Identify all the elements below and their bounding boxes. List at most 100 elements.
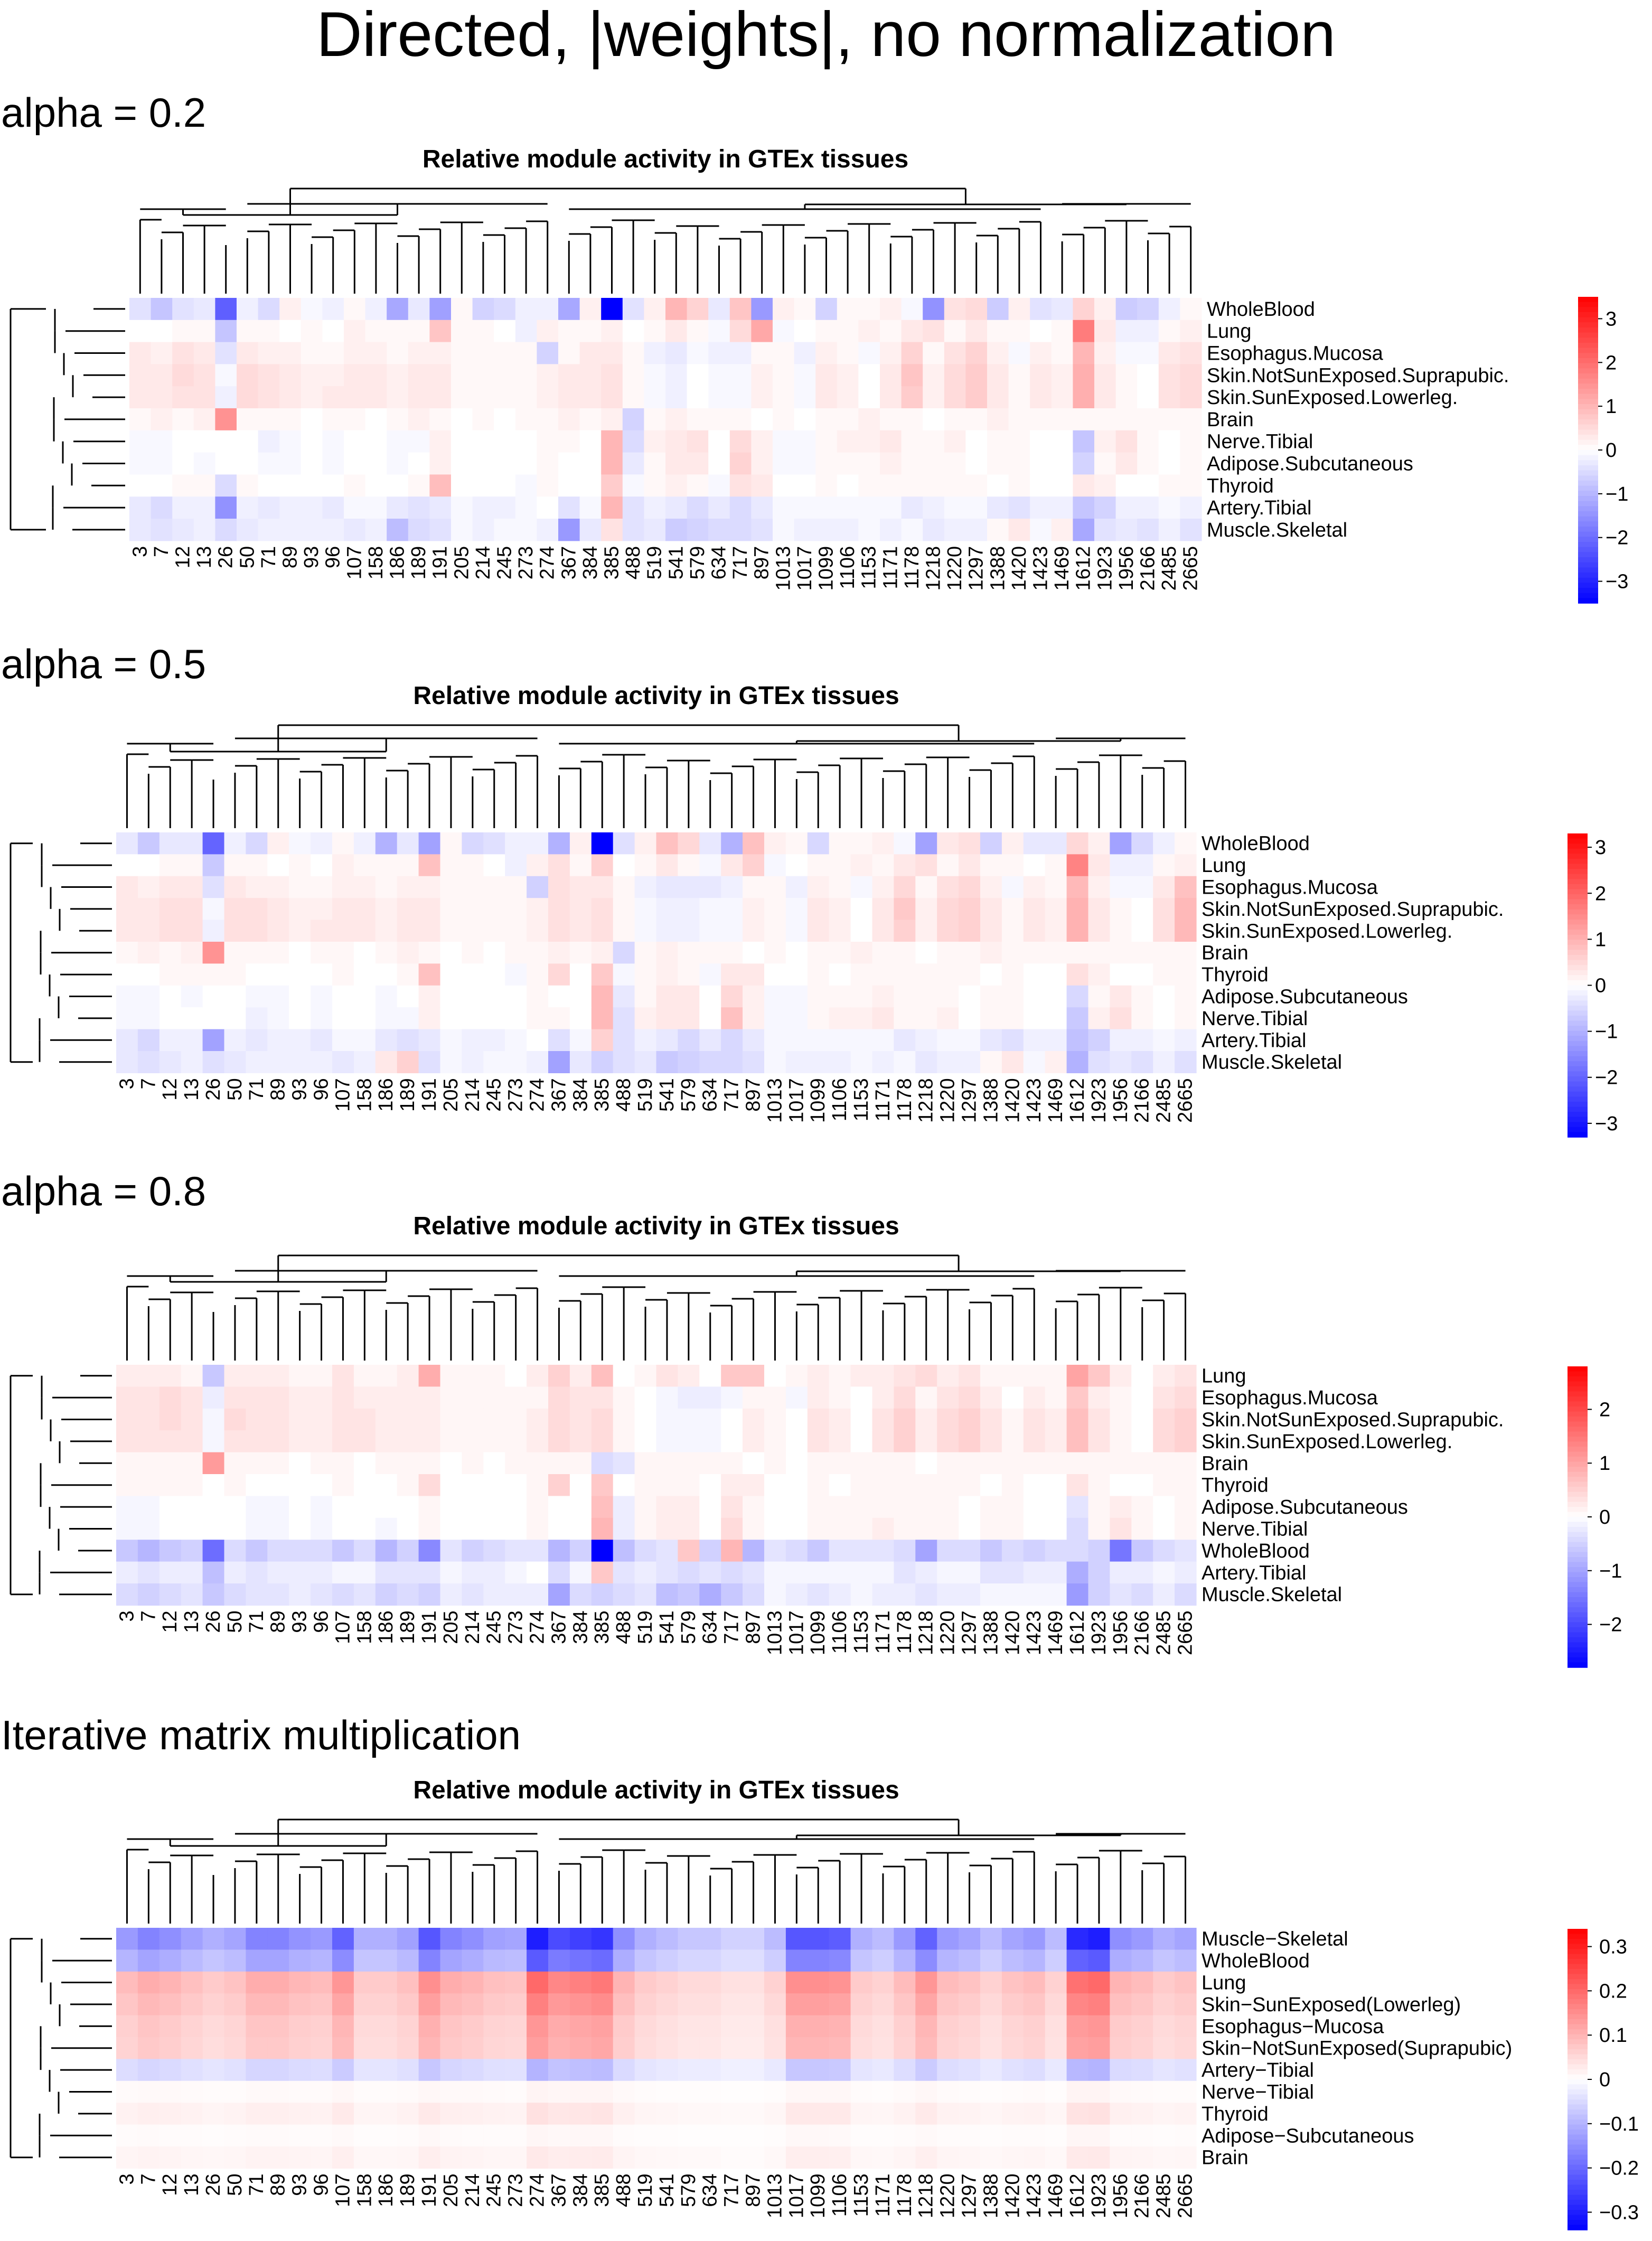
heatmap-cell — [1180, 320, 1202, 342]
heatmap-cell — [354, 1993, 376, 2015]
heatmap-cell — [1030, 408, 1052, 430]
heatmap-cell — [440, 898, 463, 920]
heatmap-cell — [1153, 876, 1175, 898]
heatmap-cell — [944, 453, 966, 475]
heatmap-cell — [635, 1029, 657, 1052]
colorbar-step — [1567, 1979, 1588, 1984]
column-label: 1220 — [937, 1078, 959, 1123]
heatmap-cell — [419, 1430, 441, 1452]
heatmap-cell — [527, 1993, 549, 2015]
heatmap-cell — [473, 408, 494, 430]
heatmap-cell — [687, 408, 709, 430]
colorbar-step — [1567, 1587, 1588, 1592]
heatmap-cell — [764, 963, 786, 986]
heatmap-cell — [224, 1518, 247, 1540]
heatmap-cell — [332, 2081, 354, 2103]
colorbar-step — [1567, 975, 1588, 980]
colorbar-step — [1567, 2059, 1588, 2065]
column-label: 189 — [397, 2173, 419, 2207]
heatmap-cell — [959, 876, 981, 898]
colorbar-step — [1567, 1567, 1588, 1572]
heatmap-cell — [505, 1386, 527, 1409]
heatmap-cell — [678, 898, 700, 920]
heatmap-cell — [699, 2015, 721, 2038]
heatmap-cell — [1002, 1583, 1024, 1606]
heatmap-cell — [635, 1972, 657, 1994]
heatmap-cell — [743, 1993, 765, 2015]
heatmap-cell — [527, 1562, 549, 1584]
heatmap-cell — [332, 1562, 354, 1584]
heatmap-cell — [894, 1993, 916, 2015]
heatmap-cell — [959, 963, 981, 986]
heatmap-cell — [246, 942, 268, 964]
heatmap-cell — [721, 1474, 743, 1496]
heatmap-cell — [1067, 1365, 1089, 1387]
heatmap-cell — [815, 320, 837, 342]
heatmap-cell — [322, 408, 344, 430]
row-label: Lung — [1202, 1972, 1246, 1994]
heatmap-cell — [301, 496, 323, 519]
heatmap-cell — [116, 1430, 138, 1452]
heatmap-cell — [851, 1452, 873, 1475]
heatmap-cell — [1009, 320, 1030, 342]
heatmap-cell — [473, 519, 494, 541]
heatmap-cell — [181, 1365, 203, 1387]
column-label: 186 — [375, 2173, 397, 2207]
heatmap-cell — [570, 2146, 592, 2169]
heatmap-cell — [721, 2146, 743, 2169]
heatmap-cell — [440, 876, 463, 898]
heatmap-cell — [678, 1928, 700, 1950]
heatmap-cell — [1045, 963, 1067, 986]
heatmap-cell — [730, 496, 752, 519]
heatmap-cell — [965, 408, 987, 430]
heatmap-cell — [959, 1474, 981, 1496]
heatmap-cell — [311, 1496, 333, 1518]
heatmap-cell — [1067, 1496, 1089, 1518]
row-label: Adipose.Subcutaneous — [1202, 1496, 1408, 1518]
heatmap-cell — [440, 1452, 463, 1475]
heatmap-cell — [851, 986, 873, 1008]
heatmap-cell — [923, 408, 944, 430]
heatmap-cell — [505, 1583, 527, 1606]
heatmap-cell — [246, 876, 268, 898]
heatmap-cell — [151, 453, 173, 475]
colorbar-step — [1567, 1647, 1588, 1653]
column-label: 3 — [129, 546, 151, 557]
heatmap-cell — [267, 1474, 289, 1496]
heatmap-cell — [215, 496, 237, 519]
heatmap-cell — [462, 1928, 484, 1950]
heatmap-cell — [1116, 496, 1138, 519]
heatmap-cell — [837, 298, 859, 320]
heatmap-cell — [980, 920, 1002, 942]
colorbar-step — [1567, 2225, 1588, 2230]
heatmap-cell — [980, 1518, 1002, 1540]
heatmap-cell — [635, 1928, 657, 1950]
heatmap-cell — [880, 474, 902, 496]
heatmap-cell — [708, 496, 730, 519]
heatmap-cell — [1067, 2015, 1089, 2038]
heatmap-cell — [915, 1562, 937, 1584]
heatmap-cell — [1131, 1583, 1153, 1606]
colorbar-tick-label: −0.3 — [1599, 2201, 1639, 2224]
colorbar-step — [1578, 496, 1598, 501]
heatmap-cell — [159, 2037, 182, 2059]
heatmap-cell — [665, 342, 687, 364]
heatmap-cell — [1088, 1583, 1111, 1606]
heatmap-cell — [246, 2081, 268, 2103]
heatmap-cell — [462, 1562, 484, 1584]
heatmap-cell — [965, 386, 987, 408]
colorbar-step — [1567, 2024, 1588, 2030]
heatmap-cell — [1180, 453, 1202, 475]
heatmap-cell — [743, 2081, 765, 2103]
heatmap-cell — [815, 453, 837, 475]
heatmap-cell — [965, 342, 987, 364]
heatmap-cell — [872, 898, 895, 920]
heatmap-cell — [1175, 1474, 1197, 1496]
heatmap-cell — [1024, 1409, 1046, 1431]
heatmap-cell — [397, 920, 419, 942]
heatmap-cell — [440, 2125, 463, 2147]
heatmap-cell — [937, 1993, 959, 2015]
column-label: 158 — [353, 1610, 376, 1644]
heatmap-cell — [1067, 1928, 1089, 1950]
heatmap-cell — [1116, 364, 1138, 386]
